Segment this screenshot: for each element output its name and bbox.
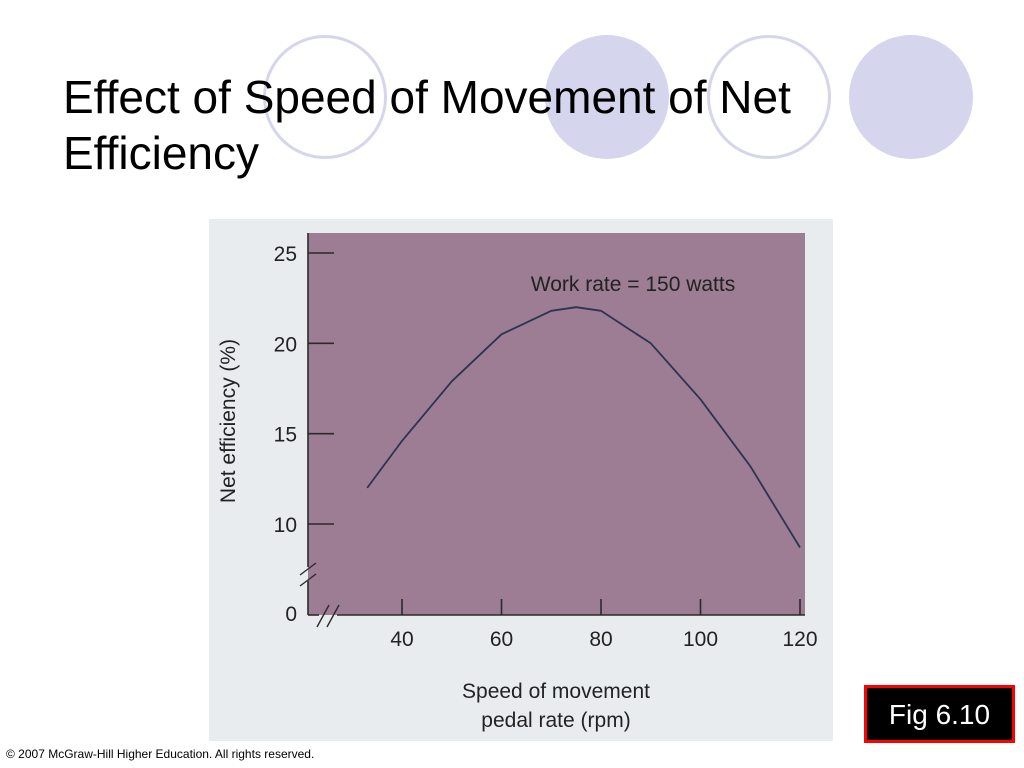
origin-label: 0: [285, 603, 297, 626]
figure-label: Fig 6.10: [888, 699, 991, 730]
y-axis-break-mark: [299, 573, 317, 587]
slide-title: Effect of Speed of Movement of Net Effic…: [63, 70, 791, 179]
y-axis-label: Net efficiency (%): [217, 339, 240, 503]
x-tick-label: 80: [589, 628, 612, 651]
chart-annotation: Work rate = 150 watts: [531, 273, 735, 296]
x-tick-label: 120: [782, 628, 817, 651]
decor-circle-ring: [707, 35, 831, 159]
x-tick-label: 40: [390, 628, 413, 651]
plot-area: [308, 233, 805, 615]
y-tick-label: 25: [274, 243, 297, 266]
y-tick-label: 10: [274, 514, 297, 537]
y-tick-label: 15: [274, 424, 297, 447]
x-axis-label-line1: Speed of movement: [462, 680, 650, 703]
axes: 10 15 20 25 0 40 60 80 100 120: [274, 233, 818, 651]
decor-circle-ring: [263, 35, 387, 159]
figure-panel: 10 15 20 25 0 40 60 80 100 120 Work rate = 150 wa…: [209, 219, 833, 741]
x-axis-break-mark: [316, 604, 330, 628]
net-efficiency-chart: 10 15 20 25 0 40 60 80 100 120 Work rate = 150 wa…: [217, 233, 818, 732]
x-axis-label-line2: pedal rate (rpm): [481, 709, 630, 732]
copyright-notice: © 2007 McGraw-Hill Higher Education. All…: [6, 747, 315, 761]
y-tick-label: 20: [274, 333, 297, 356]
decor-circle-filled: [849, 35, 973, 159]
figure-label-badge: Fig 6.10: [864, 685, 1015, 743]
x-tick-label: 100: [683, 628, 718, 651]
x-axis-break-mark: [326, 604, 340, 628]
decor-circle-filled: [545, 35, 669, 159]
series-line: [366, 306, 801, 548]
y-axis-break-mark: [299, 562, 317, 576]
x-tick-label: 60: [490, 628, 513, 651]
